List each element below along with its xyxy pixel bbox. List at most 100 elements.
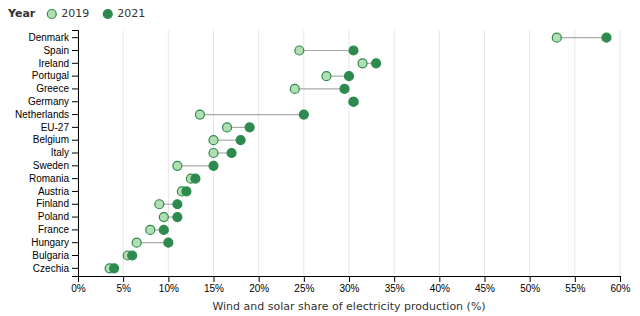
y-tick: Poland bbox=[38, 211, 78, 222]
y-tick-label: EU-27 bbox=[41, 122, 70, 133]
legend-label: 2021 bbox=[117, 7, 145, 20]
x-tick-mark bbox=[485, 276, 486, 282]
y-tick-mark bbox=[72, 50, 78, 51]
y-tick-mark bbox=[72, 88, 78, 89]
dot bbox=[223, 123, 232, 132]
legend-title: Year bbox=[7, 7, 36, 20]
y-tick: Italy bbox=[51, 147, 78, 158]
x-tick-label: 10% bbox=[159, 283, 179, 294]
y-tick-mark bbox=[72, 114, 78, 115]
grid-line bbox=[123, 30, 124, 276]
y-tick-label: Netherlands bbox=[15, 109, 69, 120]
x-tick-mark bbox=[530, 276, 531, 282]
y-tick-label: Finland bbox=[36, 198, 69, 209]
x-tick: 40% bbox=[430, 276, 450, 294]
x-tick: 5% bbox=[116, 276, 131, 294]
x-tick: 60% bbox=[610, 276, 630, 294]
x-tick-label: 55% bbox=[565, 283, 585, 294]
grid-line bbox=[484, 30, 485, 276]
dot bbox=[322, 72, 331, 81]
y-tick-mark bbox=[72, 255, 78, 256]
y-tick-mark bbox=[72, 127, 78, 128]
y-tick: Portugal bbox=[32, 70, 78, 81]
dot bbox=[236, 136, 245, 145]
y-tick: Austria bbox=[38, 186, 78, 197]
y-tick: Germany bbox=[28, 96, 78, 107]
y-tick-label: Hungary bbox=[31, 237, 69, 248]
connector bbox=[557, 37, 607, 38]
y-tick-label: Germany bbox=[28, 96, 69, 107]
x-tick-label: 15% bbox=[204, 283, 224, 294]
y-tick: Hungary bbox=[31, 237, 78, 248]
x-tick-label: 30% bbox=[339, 283, 359, 294]
y-tick-label: Spain bbox=[43, 45, 69, 56]
grid-line bbox=[303, 30, 304, 276]
dot bbox=[227, 149, 236, 158]
y-tick: Belgium bbox=[33, 134, 78, 145]
dot bbox=[110, 264, 119, 273]
dot bbox=[173, 161, 182, 170]
legend-label: 2019 bbox=[61, 7, 89, 20]
x-tick: 20% bbox=[249, 276, 269, 294]
x-tick: 0% bbox=[71, 276, 86, 294]
grid-line bbox=[620, 30, 621, 276]
dot bbox=[132, 238, 141, 247]
y-tick: France bbox=[38, 224, 78, 235]
legend-swatch bbox=[47, 10, 56, 19]
y-tick-label: Bulgaria bbox=[32, 250, 69, 261]
dot bbox=[372, 59, 381, 68]
connector bbox=[200, 114, 304, 115]
x-tick: 45% bbox=[475, 276, 495, 294]
grid-line bbox=[258, 30, 259, 276]
grid-line bbox=[349, 30, 350, 276]
connector bbox=[177, 165, 213, 166]
dot bbox=[155, 200, 164, 209]
grid-line bbox=[574, 30, 575, 276]
y-tick-label: Italy bbox=[51, 147, 69, 158]
legend-item: 2019 bbox=[47, 7, 89, 20]
y-tick: Denmark bbox=[28, 32, 78, 43]
dot bbox=[159, 225, 168, 234]
dot bbox=[195, 110, 204, 119]
chart: 0%5%10%15%20%25%30%35%40%45%50%55%60%Den… bbox=[0, 0, 640, 316]
dot bbox=[345, 72, 354, 81]
x-tick-label: 0% bbox=[71, 283, 86, 294]
grid-line bbox=[439, 30, 440, 276]
dot bbox=[159, 213, 168, 222]
x-tick-label: 50% bbox=[520, 283, 540, 294]
dot bbox=[191, 174, 200, 183]
marks bbox=[105, 33, 611, 273]
x-tick-mark bbox=[394, 276, 395, 282]
grid bbox=[78, 30, 620, 276]
y-tick: Netherlands bbox=[15, 109, 78, 120]
y-tick: Bulgaria bbox=[32, 250, 78, 261]
dot bbox=[209, 149, 218, 158]
y-tick-mark bbox=[72, 229, 78, 230]
dot bbox=[128, 251, 137, 260]
y-tick-mark bbox=[72, 178, 78, 179]
y-tick-mark bbox=[72, 204, 78, 205]
y-tick-label: Greece bbox=[36, 83, 69, 94]
dot bbox=[349, 46, 358, 55]
y-tick-mark bbox=[72, 268, 78, 269]
x-tick-mark bbox=[349, 276, 350, 282]
x-tick-mark bbox=[214, 276, 215, 282]
dot bbox=[299, 110, 308, 119]
dot bbox=[552, 33, 561, 42]
legend-swatch bbox=[103, 10, 112, 19]
dot bbox=[358, 59, 367, 68]
y-tick-label: Romania bbox=[29, 173, 69, 184]
x-tick: 35% bbox=[385, 276, 405, 294]
y-tick-mark bbox=[72, 165, 78, 166]
y-tick: EU-27 bbox=[41, 122, 78, 133]
y-axis: Denmark Spain IrelandPortugal Greece Germany… bbox=[15, 31, 78, 277]
x-tick-mark bbox=[439, 276, 440, 282]
y-tick-label: Belgium bbox=[33, 134, 69, 145]
y-tick-mark bbox=[72, 217, 78, 218]
y-tick: Ireland bbox=[38, 58, 78, 69]
y-tick: Romania bbox=[29, 173, 78, 184]
dot bbox=[173, 213, 182, 222]
x-tick-label: 45% bbox=[475, 283, 495, 294]
y-tick-mark bbox=[72, 242, 78, 243]
dot bbox=[146, 225, 155, 234]
